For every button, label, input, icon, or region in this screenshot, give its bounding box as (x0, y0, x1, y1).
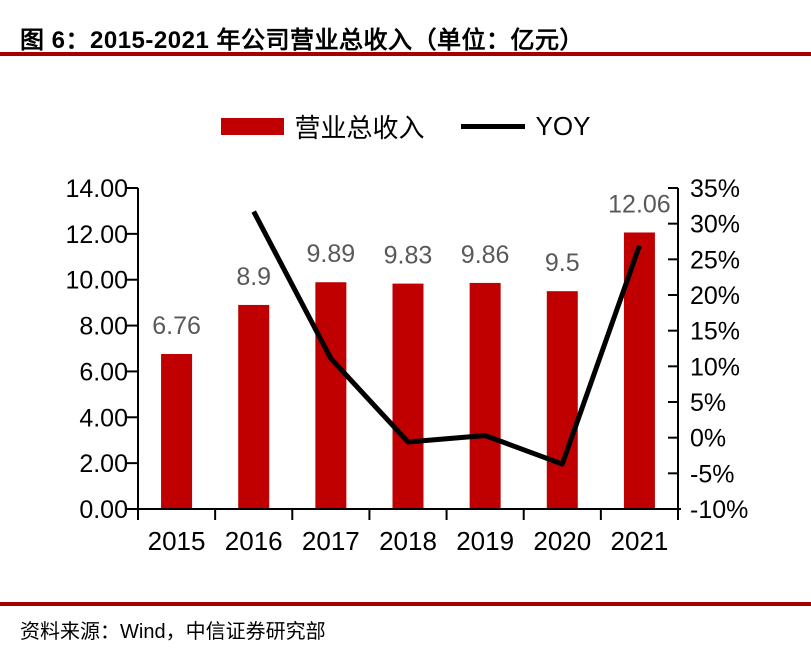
bar-value-label: 8.9 (236, 263, 271, 291)
right-axis-tick-label: -5% (690, 460, 734, 488)
bar-value-label: 12.06 (608, 190, 671, 218)
left-axis-tick-label: 2.00 (79, 450, 128, 478)
x-axis-label: 2015 (148, 526, 206, 556)
legend-item-yoy: YOY (460, 111, 591, 142)
right-axis-tick-label: 30% (690, 211, 740, 239)
right-axis-tick-label: 15% (690, 318, 740, 346)
yoy-line (251, 210, 642, 467)
left-axis-tick-label: 12.00 (65, 221, 128, 249)
line-series-swatch (460, 124, 525, 129)
left-axis-tick-label: 14.00 (65, 175, 128, 203)
revenue-bar (392, 283, 424, 509)
x-axis-label: 2016 (225, 526, 283, 556)
right-axis-tick-label: -10% (690, 496, 748, 524)
revenue-bar (469, 282, 501, 509)
revenue-bar (161, 354, 193, 509)
revenue-bar (238, 304, 270, 509)
chart-legend: 营业总收入 YOY (0, 108, 811, 145)
revenue-bar (315, 282, 347, 509)
bar-value-label: 6.76 (152, 312, 201, 340)
top-divider-rule (0, 52, 811, 56)
bar-series-swatch (220, 118, 284, 135)
legend-label-yoy: YOY (535, 111, 591, 141)
bar-value-label: 9.86 (461, 241, 510, 269)
combo-chart-canvas: 6.76 8.9 9.89 9.83 9.86 9.5 12.06 0.00 2.00 4.00 6… (65, 175, 748, 556)
x-axis-label: 2018 (379, 526, 437, 556)
right-axis-tick-label: 5% (690, 389, 726, 417)
right-axis-tick-label: 25% (690, 246, 740, 274)
right-axis-tick-label: 10% (690, 353, 740, 381)
legend-label-revenue: 营业总收入 (294, 113, 425, 143)
left-axis-tick-label: 0.00 (79, 496, 128, 524)
bar-value-label: 9.5 (545, 249, 580, 277)
left-axis-tick-label: 4.00 (79, 404, 128, 432)
x-axis-label: 2019 (456, 526, 514, 556)
right-axis-tick-label: 35% (690, 175, 740, 203)
left-axis-tick-label: 10.00 (65, 267, 128, 295)
right-axis-tick-label: 20% (690, 282, 740, 310)
bottom-divider-rule (0, 602, 811, 606)
x-axis-label: 2020 (533, 526, 591, 556)
x-axis-label: 2021 (611, 526, 669, 556)
revenue-bar (546, 291, 578, 509)
source-note: 资料来源：Wind，中信证券研究部 (20, 621, 326, 643)
right-axis-tick-label: 0% (690, 425, 726, 453)
left-axis-tick-label: 8.00 (79, 313, 128, 341)
left-axis-tick-label: 6.00 (79, 358, 128, 386)
bar-value-label: 9.89 (307, 240, 356, 268)
legend-item-revenue: 营业总收入 (220, 108, 425, 145)
bar-value-label: 9.83 (384, 242, 433, 270)
x-axis-label: 2017 (302, 526, 360, 556)
figure-title: 图 6：2015-2021 年公司营业总收入（单位：亿元） (20, 27, 584, 54)
